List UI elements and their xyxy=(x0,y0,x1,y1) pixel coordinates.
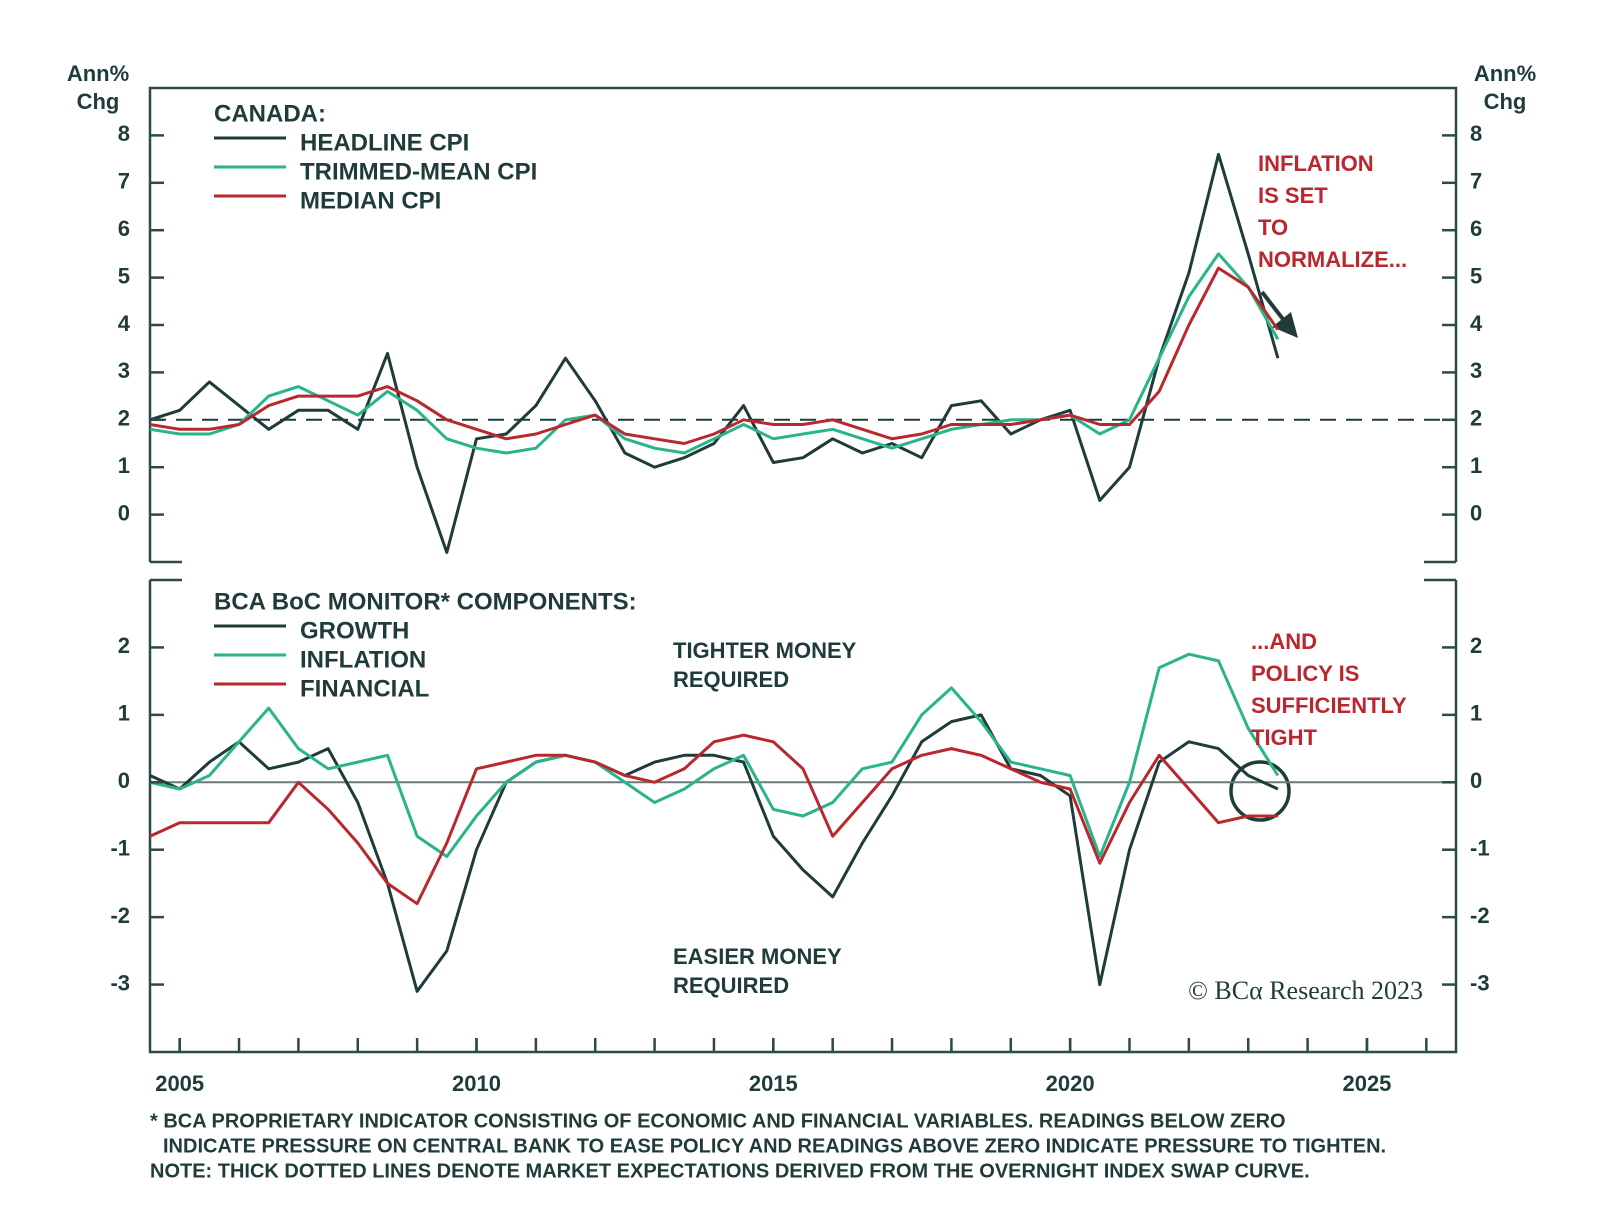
legend-label: FINANCIAL xyxy=(300,675,429,702)
x-tick-label: 2025 xyxy=(1342,1071,1391,1096)
y2-tick-label: 0 xyxy=(1470,768,1482,793)
annotation: TO xyxy=(1258,215,1288,240)
y2-axis-label: Chg xyxy=(1484,89,1527,114)
legend-label: TRIMMED-MEAN CPI xyxy=(300,158,537,185)
y2-tick-label: -3 xyxy=(1470,970,1490,995)
plot-area xyxy=(149,152,1456,554)
series-line xyxy=(149,152,1280,554)
y-tick-label: 6 xyxy=(118,216,130,241)
legend-title: CANADA: xyxy=(214,100,326,127)
x-tick-label: 2015 xyxy=(749,1071,798,1096)
annotation: SUFFICIENTLY xyxy=(1251,693,1407,718)
annotation: ...AND xyxy=(1251,629,1317,654)
y-tick-label: 1 xyxy=(118,453,130,478)
bottom-frame xyxy=(148,578,1458,1054)
y-tick-label: 3 xyxy=(118,358,130,383)
x-tick-label: 2020 xyxy=(1046,1071,1095,1096)
y2-tick-label: 8 xyxy=(1470,121,1482,146)
y-tick-label: 0 xyxy=(118,768,130,793)
footnote: INDICATE PRESSURE ON CENTRAL BANK TO EAS… xyxy=(163,1135,1386,1157)
annotation: TIGHTER MONEY xyxy=(673,638,857,663)
y-tick-label: -1 xyxy=(110,836,130,861)
y-tick-label: 4 xyxy=(118,311,131,336)
y2-tick-label: 6 xyxy=(1470,216,1482,241)
y2-tick-label: 1 xyxy=(1470,453,1482,478)
y-tick-label: 2 xyxy=(118,633,130,658)
footnote: * BCA PROPRIETARY INDICATOR CONSISTING O… xyxy=(150,1110,1286,1132)
copyright: © BCα Research 2023 xyxy=(1188,976,1423,1005)
x-tick-label: 2010 xyxy=(452,1071,501,1096)
y-tick-label: 8 xyxy=(118,121,130,146)
y-tick-label: 5 xyxy=(118,263,130,288)
plot-area xyxy=(149,652,1456,993)
y2-tick-label: 4 xyxy=(1470,311,1483,336)
annotation: INFLATION xyxy=(1258,151,1374,176)
series-line xyxy=(149,652,1280,858)
annotation: NORMALIZE... xyxy=(1258,247,1407,272)
annotation: POLICY IS xyxy=(1251,661,1359,686)
y-tick-label: 1 xyxy=(118,701,130,726)
legend-label: HEADLINE CPI xyxy=(300,129,469,156)
y2-axis-label: Ann% xyxy=(1474,61,1536,86)
annotation: IS SET xyxy=(1258,183,1328,208)
y2-tick-label: 1 xyxy=(1470,701,1482,726)
y-tick-label: 0 xyxy=(118,500,130,525)
annotation: EASIER MONEY xyxy=(673,944,842,969)
y2-tick-label: 2 xyxy=(1470,633,1482,658)
arrow xyxy=(1260,290,1298,338)
legend-label: MEDIAN CPI xyxy=(300,187,441,214)
footnote: NOTE: THICK DOTTED LINES DENOTE MARKET E… xyxy=(150,1160,1310,1182)
y2-tick-label: 5 xyxy=(1470,263,1482,288)
y2-tick-label: -2 xyxy=(1470,903,1490,928)
annotation: REQUIRED xyxy=(673,973,789,998)
series-line xyxy=(149,266,1280,445)
y-tick-label: 2 xyxy=(118,406,130,431)
legend-label: INFLATION xyxy=(300,646,426,673)
y2-tick-label: 0 xyxy=(1470,500,1482,525)
y-tick-label: -3 xyxy=(110,970,130,995)
series-line xyxy=(149,252,1280,455)
y-tick-label: -2 xyxy=(110,903,130,928)
annotation: TIGHT xyxy=(1251,725,1318,750)
y-axis-label: Chg xyxy=(77,89,120,114)
highlight-circle xyxy=(1229,760,1291,822)
x-tick-label: 2005 xyxy=(155,1071,204,1096)
series-line xyxy=(149,733,1278,906)
y-tick-label: 7 xyxy=(118,169,130,194)
y2-tick-label: 7 xyxy=(1470,169,1482,194)
y2-tick-label: -1 xyxy=(1470,836,1490,861)
legend-label: GROWTH xyxy=(300,617,409,644)
y2-tick-label: 3 xyxy=(1470,358,1482,383)
legend-title: BCA BoC MONITOR* COMPONENTS: xyxy=(214,588,637,615)
y2-tick-label: 2 xyxy=(1470,406,1482,431)
y-axis-label: Ann% xyxy=(67,61,129,86)
annotation: REQUIRED xyxy=(673,667,789,692)
